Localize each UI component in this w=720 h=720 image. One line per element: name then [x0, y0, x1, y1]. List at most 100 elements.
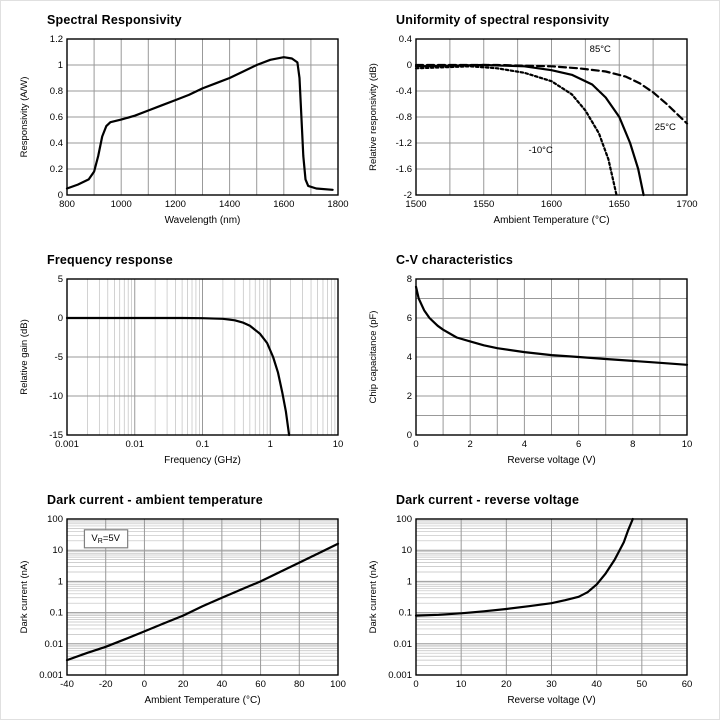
svg-text:-20: -20: [99, 679, 113, 690]
svg-text:0.2: 0.2: [50, 164, 63, 175]
chart-frequency-response: Frequency response 0.001 0.01 0.1 1 10 5 0 -5 -1…: [17, 253, 354, 473]
chart-dark-current-voltage: Dark current - reverse voltage 0 10 20 30 40…: [366, 493, 703, 713]
chart-title-cv-characteristics: C-V characteristics: [396, 253, 514, 267]
series-relative gain: [65, 316, 291, 437]
svg-text:Responsivity (A/W): Responsivity (A/W): [19, 77, 30, 158]
chart-title-dark-current-temperature: Dark current - ambient temperature: [47, 493, 263, 507]
svg-text:0.01: 0.01: [45, 639, 64, 650]
svg-text:-1.6: -1.6: [396, 164, 412, 175]
svg-text:6: 6: [407, 313, 412, 324]
svg-text:-0.4: -0.4: [396, 86, 412, 97]
svg-text:1500: 1500: [405, 199, 426, 210]
series-85°C: [414, 63, 689, 125]
chart-svg: 0.001 0.01 0.1 1 10 5 0 -5 -10 -15 Frequency (GHz)…: [19, 274, 344, 466]
svg-text:10: 10: [333, 439, 344, 450]
chart-plot-frequency-response: 0.001 0.01 0.1 1 10 5 0 -5 -10 -15 Frequency (GHz)…: [17, 269, 354, 473]
svg-text:1650: 1650: [609, 199, 630, 210]
svg-text:8: 8: [407, 274, 412, 285]
chart-title-dark-current-voltage: Dark current - reverse voltage: [396, 493, 580, 507]
svg-text:0: 0: [413, 439, 418, 450]
svg-text:60: 60: [682, 679, 693, 690]
svg-text:0.001: 0.001: [55, 439, 79, 450]
series-25°C: [414, 63, 645, 197]
svg-text:0.6: 0.6: [50, 112, 63, 123]
svg-text:-15: -15: [49, 430, 63, 441]
svg-text:1400: 1400: [219, 199, 240, 210]
svg-text:10: 10: [52, 545, 63, 556]
svg-text:Reverse voltage (V): Reverse voltage (V): [507, 455, 595, 466]
svg-text:0.01: 0.01: [394, 639, 413, 650]
chart-title-uniformity: Uniformity of spectral responsivity: [396, 13, 610, 27]
svg-text:4: 4: [522, 439, 527, 450]
svg-text:1: 1: [407, 576, 412, 587]
svg-text:Chip capacitance (pF): Chip capacitance (pF): [368, 311, 379, 404]
svg-text:6: 6: [576, 439, 581, 450]
svg-text:0.4: 0.4: [50, 138, 63, 149]
svg-text:Relative gain (dB): Relative gain (dB): [19, 319, 30, 395]
svg-text:10: 10: [456, 679, 467, 690]
chart-title-spectral-responsivity: Spectral Responsivity: [47, 13, 182, 27]
svg-text:1600: 1600: [541, 199, 562, 210]
svg-text:0.1: 0.1: [50, 608, 63, 619]
svg-text:0: 0: [407, 60, 412, 71]
chart-plot-dark-current-temperature: -40 -20 0 20 40 60 80 100 100 10 1 0.1 0.01 0.001 Ambi…: [17, 509, 354, 713]
svg-text:10: 10: [401, 545, 412, 556]
chart-cv-characteristics: C-V characteristics 0 2 4 6 8 10 0 2 4 6 8 Reverse …: [366, 253, 703, 473]
svg-text:0.4: 0.4: [399, 34, 412, 45]
svg-text:80: 80: [294, 679, 305, 690]
svg-text:Ambient Temperature (°C): Ambient Temperature (°C): [493, 215, 609, 226]
svg-text:800: 800: [59, 199, 75, 210]
series-dark current: [65, 542, 340, 662]
series-responsivity: [65, 56, 334, 191]
svg-text:1: 1: [58, 576, 63, 587]
chart-title-frequency-response: Frequency response: [47, 253, 173, 267]
svg-text:1: 1: [268, 439, 273, 450]
svg-text:100: 100: [47, 514, 63, 525]
svg-text:-2: -2: [404, 190, 412, 201]
chart-dark-current-temperature: Dark current - ambient temperature -40 -2…: [17, 493, 354, 713]
svg-text:-40: -40: [60, 679, 74, 690]
svg-text:-1.2: -1.2: [396, 138, 412, 149]
svg-text:20: 20: [501, 679, 512, 690]
series-chip capacitance: [414, 285, 689, 366]
chart-plot-uniformity: 1500 1550 1600 1650 1700 0.4 0 -0.4 -0.8 -1.2 -1.6…: [366, 29, 703, 233]
chart-uniformity-spectral-responsivity: Uniformity of spectral responsivity 1500…: [366, 13, 703, 233]
svg-text:0.1: 0.1: [196, 439, 209, 450]
chart-svg: 800 1000 1200 1400 1600 1800 0 0.2 0.4 0.6 0.8 1 1.2…: [19, 34, 349, 226]
svg-text:0.01: 0.01: [126, 439, 145, 450]
series--10°C: [414, 65, 618, 197]
svg-text:10: 10: [682, 439, 693, 450]
svg-text:0: 0: [58, 313, 63, 324]
svg-text:0.001: 0.001: [388, 670, 412, 681]
annotation-box: [83, 529, 129, 549]
svg-text:0.8: 0.8: [50, 86, 63, 97]
svg-text:40: 40: [591, 679, 602, 690]
series-dark current: [414, 517, 634, 617]
annotation-label: VR=5V: [91, 533, 120, 545]
svg-text:40: 40: [217, 679, 228, 690]
svg-text:-0.8: -0.8: [396, 112, 412, 123]
svg-text:1: 1: [58, 60, 63, 71]
svg-text:60: 60: [255, 679, 266, 690]
svg-text:1800: 1800: [327, 199, 348, 210]
svg-text:4: 4: [407, 352, 412, 363]
svg-text:Ambient Temperature (°C): Ambient Temperature (°C): [144, 695, 260, 706]
chart-plot-cv-characteristics: 0 2 4 6 8 10 0 2 4 6 8 Reverse voltage (V) Chip capa…: [366, 269, 703, 473]
svg-text:-5: -5: [55, 352, 63, 363]
svg-text:50: 50: [637, 679, 648, 690]
svg-text:1000: 1000: [111, 199, 132, 210]
chart-plot-spectral-responsivity: 800 1000 1200 1400 1600 1800 0 0.2 0.4 0.6 0.8 1 1.2…: [17, 29, 354, 233]
chart-svg: -40 -20 0 20 40 60 80 100 100 10 1 0.1 0.01 0.001 Ambi…: [19, 514, 346, 706]
svg-text:1700: 1700: [676, 199, 697, 210]
chart-plot-dark-current-voltage: 0 10 20 30 40 50 60 100 10 1 0.1 0.01 0.001 Reverse v…: [366, 509, 703, 713]
svg-text:1550: 1550: [473, 199, 494, 210]
svg-text:Reverse voltage (V): Reverse voltage (V): [507, 695, 595, 706]
svg-text:0.001: 0.001: [39, 670, 63, 681]
svg-text:20: 20: [178, 679, 189, 690]
annotation-label: 25°C: [655, 122, 676, 133]
svg-text:0.1: 0.1: [399, 608, 412, 619]
svg-text:0: 0: [142, 679, 147, 690]
svg-text:Frequency (GHz): Frequency (GHz): [164, 455, 241, 466]
svg-text:100: 100: [330, 679, 346, 690]
svg-text:2: 2: [468, 439, 473, 450]
